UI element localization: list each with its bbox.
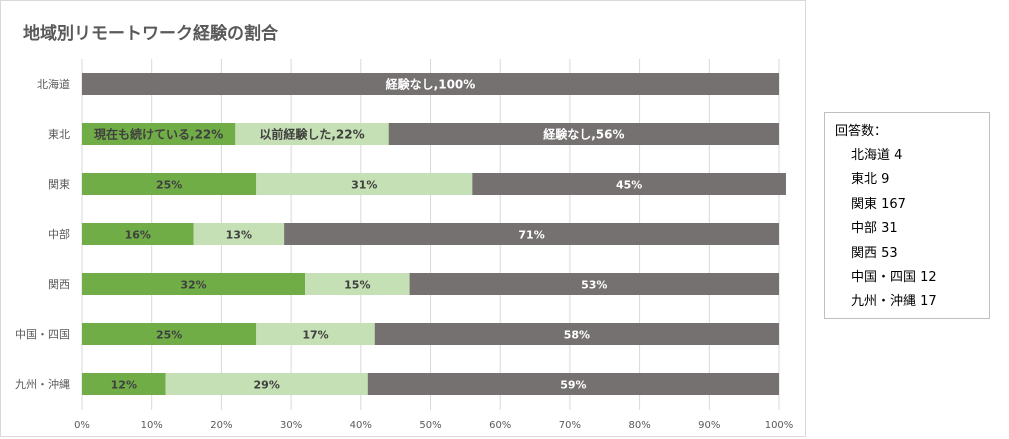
response-count-item: 関西 53: [851, 245, 898, 261]
data-label: 経験なし,56%: [543, 127, 624, 142]
bar-chart: 0% 10% 20% 30% 40% 50% 60% 70% 80% 90% 100%北海道 経験なし…: [15, 59, 794, 431]
data-label: 現在も続けている,22%: [94, 127, 223, 142]
data-label: 12%: [111, 379, 137, 392]
response-count-heading: 回答数：: [835, 124, 888, 139]
data-label: 13%: [226, 229, 252, 242]
data-label: 15%: [344, 279, 370, 292]
response-count-item: 関東 167: [851, 196, 906, 212]
y-category-label: 関東: [48, 178, 70, 191]
data-label: 16%: [125, 229, 151, 242]
x-tick-label: 60%: [489, 420, 511, 431]
data-label: 17%: [302, 329, 328, 342]
response-count-box: 回答数： 北海道 4 東北 9 関東 167 中部 31 関西 53 中国・四国…: [824, 112, 990, 319]
data-label: 以前経験した,22%: [259, 127, 364, 142]
data-label: 71%: [518, 229, 544, 242]
x-tick-label: 10%: [141, 420, 163, 431]
response-count-item: 中国・四国 12: [851, 270, 937, 286]
response-count-item: 中部 31: [851, 221, 898, 237]
y-category-label: 中国・四国: [15, 328, 70, 341]
data-label: 45%: [616, 179, 642, 192]
data-label: 29%: [254, 379, 280, 392]
x-tick-label: 20%: [210, 420, 232, 431]
bar-segment: [472, 173, 786, 195]
bar-segment: [388, 123, 779, 145]
bar-segment: [193, 223, 285, 245]
response-count-item: 東北 9: [851, 172, 890, 188]
x-tick-label: 100%: [765, 420, 794, 431]
data-label: 53%: [581, 279, 607, 292]
bar-segment: [409, 273, 779, 295]
x-tick-label: 0%: [74, 420, 90, 431]
data-label: 25%: [156, 329, 182, 342]
x-tick-label: 50%: [419, 420, 441, 431]
bar-segment: [82, 273, 306, 295]
chart-area: 地域別リモートワーク経験の割合: [0, 0, 806, 437]
bar-segment: [82, 73, 779, 95]
data-label: 32%: [180, 279, 206, 292]
x-tick-label: 80%: [628, 420, 650, 431]
data-label: 25%: [156, 179, 182, 192]
y-category-label: 九州・沖縄: [15, 377, 70, 391]
y-category-label: 関西: [48, 278, 70, 291]
chart-title: 地域別リモートワーク経験の割合: [23, 24, 278, 44]
data-label: 31%: [351, 179, 377, 192]
data-label: 58%: [564, 329, 590, 342]
bar-segment: [82, 323, 257, 345]
data-label: 経験なし,100%: [386, 77, 476, 92]
y-category-label: 中部: [48, 227, 70, 241]
bar-segment: [165, 373, 368, 395]
bar-segment: [256, 173, 473, 195]
bar-segment: [82, 173, 257, 195]
response-count-item: 九州・沖縄 17: [851, 294, 937, 310]
bar-segment: [82, 223, 194, 245]
data-label: 59%: [560, 379, 586, 392]
x-tick-label: 40%: [350, 420, 372, 431]
y-category-label: 東北: [48, 128, 70, 141]
x-tick-label: 30%: [280, 420, 302, 431]
bar-segment: [256, 323, 375, 345]
response-count-item: 北海道 4: [851, 148, 903, 163]
bar-segment: [235, 123, 389, 145]
bar-segment: [284, 223, 779, 245]
bar-segment: [82, 123, 236, 145]
bar-segment: [305, 273, 410, 295]
bar-segment: [82, 373, 166, 395]
x-tick-label: 70%: [559, 420, 581, 431]
bar-segment: [367, 373, 779, 395]
x-tick-label: 90%: [698, 420, 720, 431]
bar-segment: [374, 323, 779, 345]
y-category-label: 北海道: [37, 77, 70, 91]
